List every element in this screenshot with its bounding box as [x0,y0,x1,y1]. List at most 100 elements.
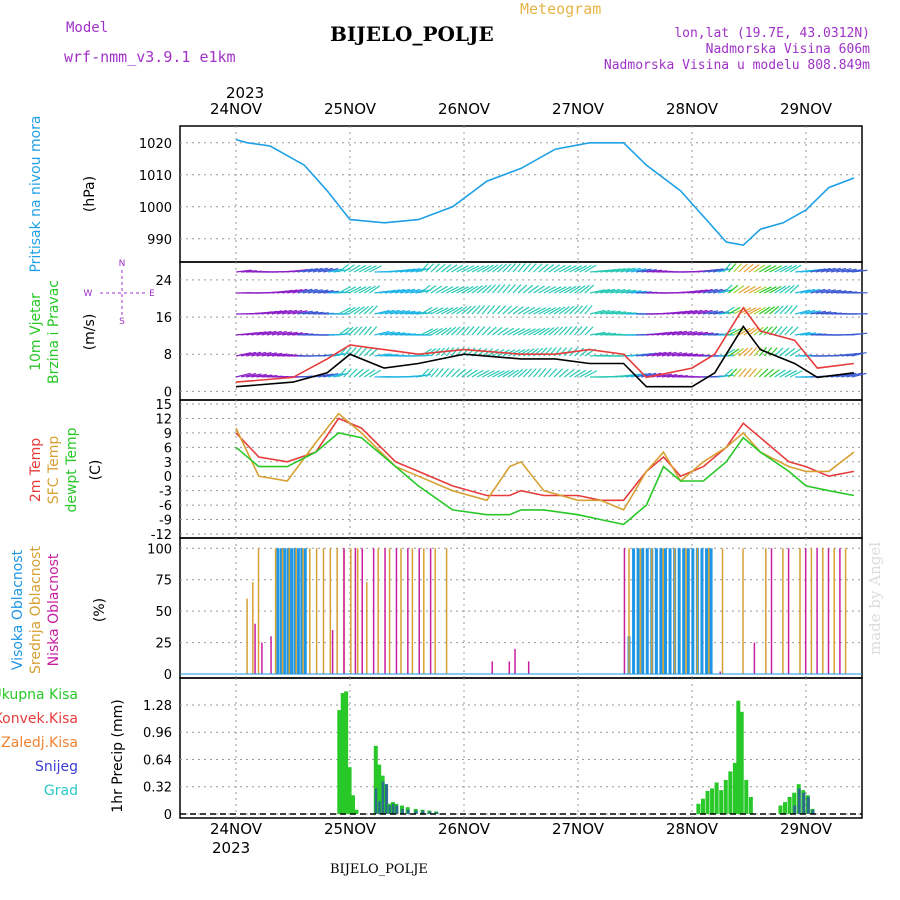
wind-barb [456,265,469,273]
wind-barb [738,368,747,378]
wind-barb [338,368,347,378]
wind-barb [363,285,376,294]
wind-barb [574,265,587,273]
precip-bar [347,767,352,814]
wind-barb [435,285,448,294]
wind-barb [256,374,273,378]
wind-barb [374,330,390,336]
wind-barb [553,264,566,273]
snow-bar [428,811,432,814]
wind-barb [363,347,373,357]
wind-barb [692,331,709,336]
panel-frame-4 [179,677,863,819]
wind-barb [661,351,677,357]
wind-barb [507,369,519,378]
precip-bar [714,782,719,814]
ytick-label: 75 [155,574,172,589]
wind-barb [558,347,568,357]
precip-bar [739,711,744,814]
wind-barb [235,269,252,273]
wind-barb [502,284,511,294]
wind-barb [558,306,570,315]
wind-barb [251,351,267,357]
wind-barb [769,265,782,273]
temp-line-0 [235,417,855,502]
wind-barb [240,372,257,378]
precip-bar [736,700,741,814]
wind-barb [533,307,547,315]
wind-barb [779,369,792,378]
wind-barb [266,330,282,336]
wind-barb [497,369,510,378]
wind-barb [779,326,788,336]
precip-bar [748,796,753,814]
wind-barb [661,331,677,336]
wind-barb [425,328,439,336]
wind-barb [707,310,724,315]
wind-barb [733,368,742,378]
wind-barb [600,288,616,294]
wind-barb [384,331,401,336]
wind-barb [774,347,784,357]
wind-barb [810,288,826,294]
xtick-label-top: 25NOV [324,100,377,118]
wind-barb [528,328,541,336]
wind-barb [481,284,492,294]
wind-barb [507,263,517,273]
wind-barb [800,309,816,315]
wind-barb [481,326,491,336]
wind-barb [420,348,432,357]
wind-barb [774,369,786,378]
wind-barb [461,265,475,273]
wind-barb [333,333,350,336]
wind-axis-label-1: 10m Vjetar [28,293,44,371]
wind-barb [533,263,543,273]
wind-barb [287,309,303,315]
wind-barb [723,328,736,336]
model-name: wrf-nmm_v3.9.1 e1km [64,48,236,66]
wind-barb [702,310,719,315]
snow-bar [381,781,385,814]
wind-barb [400,288,416,294]
wind-barb [784,370,798,378]
wind-barb [481,305,490,315]
temp-line-1 [235,412,855,511]
wind-barb [353,326,363,336]
wind-barb [589,331,606,336]
wind-barb [420,284,431,294]
wind-barb [841,268,857,273]
xtick-label-top: 24NOV [210,100,263,118]
wind-barb [461,369,473,378]
wind-barb [784,326,794,336]
wind-barb [476,284,488,294]
wind-barb [502,327,515,336]
snow-bar [421,810,425,814]
wind-barb [523,328,536,336]
ytick-label: 0.32 [143,781,172,796]
wind-barb [420,328,434,336]
wind-barb [815,288,831,294]
wind-barb [764,265,777,273]
wind-barb [563,305,575,315]
wind-barb [651,351,667,357]
wind-barb [538,327,550,336]
wind-barb [574,305,584,315]
ytick-label: 0 [164,385,172,400]
ytick-label: 3 [164,456,172,471]
snow-bar [374,788,378,814]
wind-barb [251,373,267,378]
precip-bar [792,792,797,814]
wind-barb [415,312,432,315]
wind-barb [497,263,508,273]
wind-barb [784,305,793,315]
wind-barb [579,305,588,315]
wind-barb [579,326,588,336]
wind-barb [400,310,416,315]
wind-barb [625,290,642,294]
wind-barb [394,288,410,294]
wind-barb [400,268,416,273]
wind-barb [774,326,783,336]
wind-barb [471,285,483,294]
wind-barb [610,288,626,294]
wind-barb [317,290,334,294]
